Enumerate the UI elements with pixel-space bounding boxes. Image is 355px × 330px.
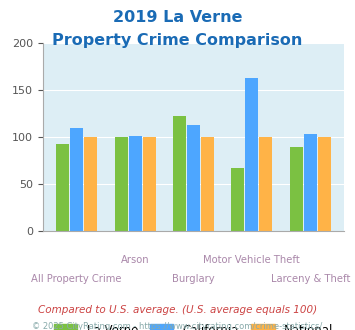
Bar [290, 147, 302, 231]
Bar [143, 137, 155, 231]
Bar [260, 137, 272, 231]
Text: Burglary: Burglary [172, 274, 215, 284]
Text: © 2025 CityRating.com - https://www.cityrating.com/crime-statistics/: © 2025 CityRating.com - https://www.city… [32, 322, 323, 330]
Bar [115, 137, 127, 231]
Legend: La Verne, California, National: La Verne, California, National [49, 320, 338, 330]
Bar [70, 128, 83, 231]
Text: Property Crime Comparison: Property Crime Comparison [52, 33, 303, 48]
Bar [318, 137, 331, 231]
Text: Arson: Arson [121, 255, 149, 265]
Bar [245, 78, 258, 231]
Bar [201, 137, 214, 231]
Bar [84, 137, 97, 231]
Bar [231, 168, 244, 231]
Bar [56, 144, 69, 231]
Bar [173, 116, 186, 231]
Text: Motor Vehicle Theft: Motor Vehicle Theft [203, 255, 300, 265]
Text: Compared to U.S. average. (U.S. average equals 100): Compared to U.S. average. (U.S. average … [38, 305, 317, 315]
Text: 2019 La Verne: 2019 La Verne [113, 10, 242, 25]
Text: All Property Crime: All Property Crime [32, 274, 122, 284]
Text: Larceny & Theft: Larceny & Theft [271, 274, 350, 284]
Bar [304, 134, 317, 231]
Bar [187, 125, 200, 231]
Bar [129, 136, 142, 231]
